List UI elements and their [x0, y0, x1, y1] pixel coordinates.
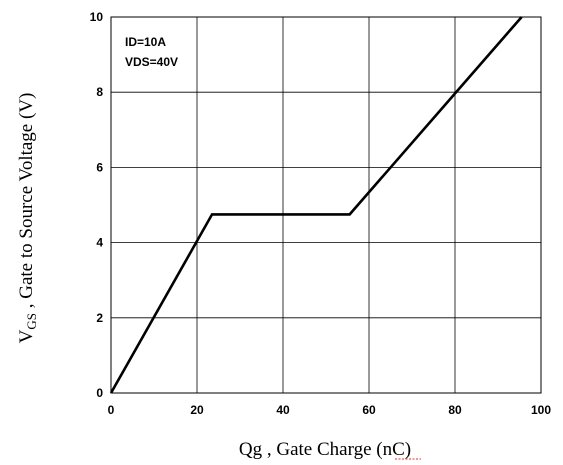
y-tick-labels: 0 2 4 6 8 10: [90, 10, 104, 400]
y-tick-label: 0: [96, 386, 103, 400]
y-tick-label: 2: [96, 311, 103, 325]
y-tick-label: 10: [90, 10, 104, 24]
y-axis-title-symbol: V: [16, 329, 37, 343]
x-tick-label: 80: [448, 403, 462, 417]
y-tick-label: 8: [96, 85, 103, 99]
y-axis-title-subscript: GS: [24, 313, 39, 330]
plot-frame: [110, 16, 542, 394]
gate-charge-line: [109, 16, 523, 394]
y-axis-title: VGS , Gate to Source Voltage (V): [16, 93, 39, 344]
x-tick-label: 20: [190, 403, 204, 417]
annotation-label: ID=10A: [125, 35, 166, 49]
x-tick-labels: 0 20 40 60 80 100: [108, 403, 552, 417]
annotation-label: VDS=40V: [125, 55, 178, 69]
grid-lines: [110, 16, 542, 394]
x-tick-label: 0: [108, 403, 115, 417]
x-tick-label: 40: [276, 403, 290, 417]
x-axis-title: Qg , Gate Charge (nC): [239, 439, 411, 460]
x-tick-label: 100: [531, 403, 551, 417]
series-layer: [109, 16, 523, 394]
y-tick-label: 6: [96, 160, 103, 174]
x-tick-label: 60: [362, 403, 376, 417]
annotations: ID=10A VDS=40V: [125, 35, 178, 69]
y-axis-title-text: , Gate to Source Voltage (V): [16, 93, 37, 313]
y-tick-label: 4: [96, 236, 103, 250]
